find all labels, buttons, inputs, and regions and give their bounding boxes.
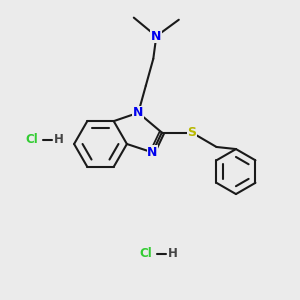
Text: Cl: Cl (139, 247, 152, 260)
Text: Cl: Cl (25, 133, 38, 146)
Text: N: N (147, 146, 158, 159)
Text: H: H (54, 133, 63, 146)
Text: N: N (133, 106, 143, 119)
Text: S: S (188, 126, 196, 139)
Text: H: H (168, 247, 177, 260)
Text: N: N (151, 30, 161, 43)
